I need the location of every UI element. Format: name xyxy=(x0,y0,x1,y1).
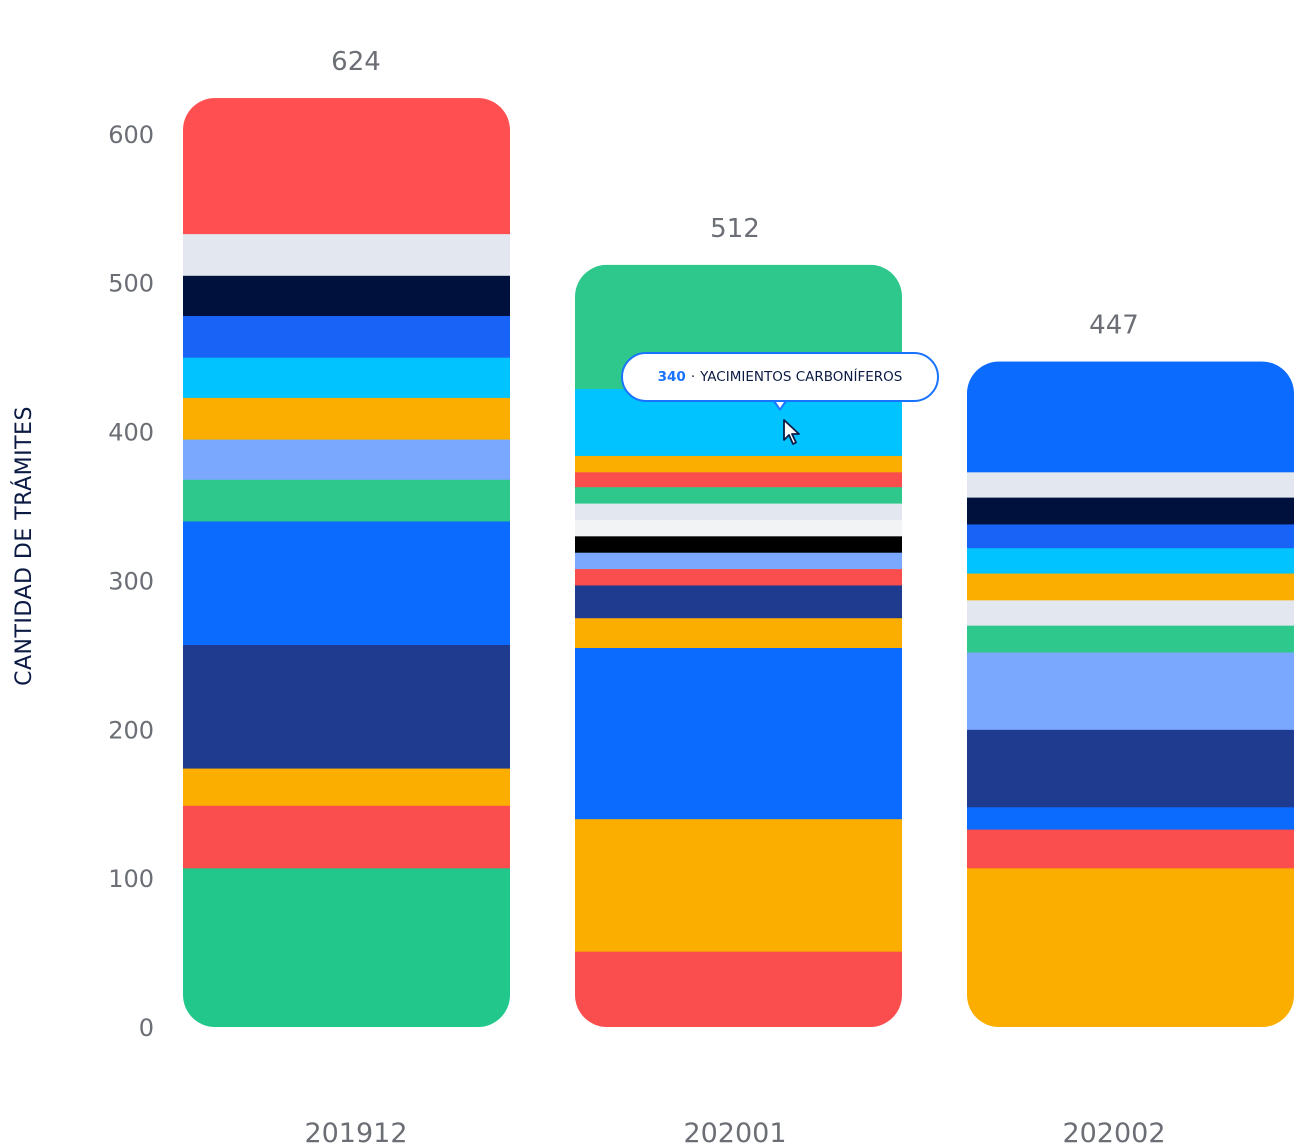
bar-total-label: 624 xyxy=(331,47,381,77)
bar-segment[interactable] xyxy=(183,479,510,522)
bar-total-label: 447 xyxy=(1089,311,1139,341)
y-axis: 0 100 200 300 400 500 600 xyxy=(108,121,154,1042)
y-axis-label: CANTIDAD DE TRÁMITES xyxy=(11,406,37,686)
bar-segment[interactable] xyxy=(575,519,902,537)
bar-segment[interactable] xyxy=(967,599,1294,626)
x-tick-label: 202002 xyxy=(1062,1118,1165,1147)
tooltip-pointer-fill xyxy=(774,399,786,408)
bar-segment[interactable] xyxy=(183,233,510,276)
y-tick-label: 400 xyxy=(108,419,154,447)
bar-segment[interactable] xyxy=(183,98,510,235)
bar-segment[interactable] xyxy=(575,535,902,553)
bar-segment[interactable] xyxy=(183,644,510,769)
y-tick-label: 300 xyxy=(108,567,154,595)
bar-segment[interactable] xyxy=(183,397,510,440)
x-axis: 201912 202001 202002 xyxy=(304,1118,1165,1147)
bar-segment[interactable] xyxy=(967,806,1294,830)
bar-segment[interactable] xyxy=(575,647,902,820)
y-tick-label: 500 xyxy=(108,270,154,298)
bar-segment[interactable] xyxy=(967,497,1294,525)
x-tick-label: 202001 xyxy=(683,1118,786,1147)
tooltip-separator: · xyxy=(690,369,696,385)
bar-segment[interactable] xyxy=(183,275,510,317)
bar-segment[interactable] xyxy=(575,502,902,520)
bar-segment[interactable] xyxy=(183,805,510,869)
x-tick-label: 201912 xyxy=(304,1118,407,1147)
y-tick-label: 200 xyxy=(108,716,154,744)
tooltip-value: 340 xyxy=(657,369,686,385)
bar-segment[interactable] xyxy=(967,625,1294,653)
bar-total-label: 512 xyxy=(710,214,760,244)
bar-segment[interactable] xyxy=(575,951,902,1028)
bar-segment[interactable] xyxy=(183,520,510,646)
bar-segment[interactable] xyxy=(967,523,1294,549)
bar-segment[interactable] xyxy=(575,486,902,504)
bar-segment[interactable] xyxy=(575,552,902,570)
bar-segment[interactable] xyxy=(575,617,902,648)
mouse-pointer-icon xyxy=(783,419,800,445)
bar-segment[interactable] xyxy=(575,455,902,473)
bar-segment[interactable] xyxy=(967,867,1294,1028)
bar-segment[interactable] xyxy=(183,357,510,398)
bar-segment[interactable] xyxy=(575,584,902,619)
bar-segment[interactable] xyxy=(575,471,902,488)
bar-202002[interactable] xyxy=(967,361,1294,1028)
bar-202001[interactable] xyxy=(575,264,902,1028)
bar-segment[interactable] xyxy=(967,829,1294,869)
bar-segment[interactable] xyxy=(967,471,1294,498)
y-tick-label: 0 xyxy=(139,1014,154,1042)
bars xyxy=(183,98,1294,1028)
y-tick-label: 600 xyxy=(108,121,154,149)
bar-segment[interactable] xyxy=(183,767,510,806)
bar-segment[interactable] xyxy=(967,572,1294,601)
bar-segment[interactable] xyxy=(575,568,902,586)
bar-segment[interactable] xyxy=(575,818,902,952)
bar-segment[interactable] xyxy=(967,651,1294,730)
tooltip-label: YACIMIENTOS CARBONÍFEROS xyxy=(700,369,903,385)
bar-segment[interactable] xyxy=(967,547,1294,574)
segment-tooltip: 340 · YACIMIENTOS CARBONÍFEROS xyxy=(621,352,939,402)
bar-segment[interactable] xyxy=(183,867,510,1028)
bar-totals: 624 512 447 xyxy=(331,47,1139,340)
bar-201912[interactable] xyxy=(183,98,510,1028)
bar-segment[interactable] xyxy=(183,315,510,358)
y-tick-label: 100 xyxy=(108,865,154,893)
bar-segment[interactable] xyxy=(967,729,1294,808)
bar-segment[interactable] xyxy=(967,361,1294,473)
bar-segment[interactable] xyxy=(183,438,510,480)
